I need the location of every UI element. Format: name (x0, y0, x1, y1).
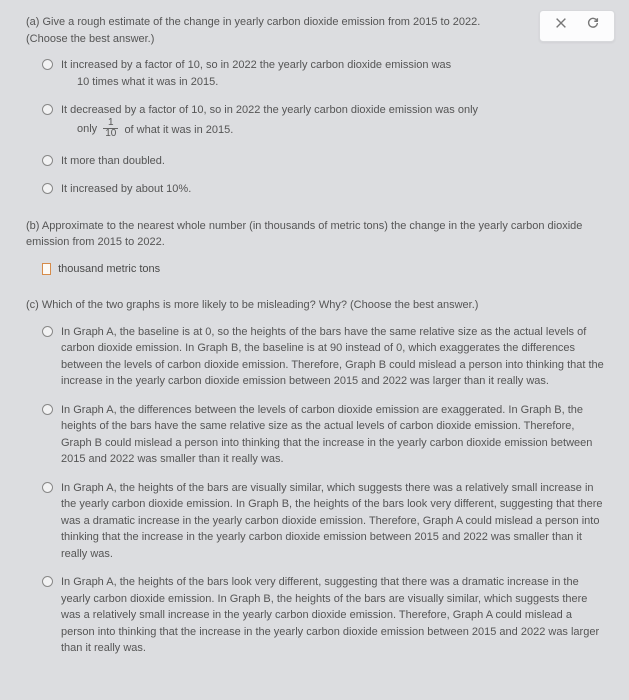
radio-icon (42, 183, 53, 194)
answer-input[interactable] (42, 263, 51, 275)
reset-button[interactable] (586, 19, 600, 33)
option-a1[interactable]: It increased by a factor of 10, so in 20… (42, 57, 607, 90)
option-a3[interactable]: It more than doubled. (42, 153, 607, 170)
part-c: (c) Which of the two graphs is more like… (26, 297, 607, 657)
option-c4[interactable]: In Graph A, the heights of the bars look… (42, 574, 607, 657)
unit-label: thousand metric tons (58, 263, 160, 275)
option-c1[interactable]: In Graph A, the baseline is at 0, so the… (42, 324, 607, 390)
txt: , so in 2022 the yearly carbon dioxide e… (200, 59, 451, 71)
part-a-prompt: (a) Give a rough estimate of the change … (26, 14, 607, 47)
toolbar (539, 10, 615, 42)
txt: 10 (191, 104, 203, 116)
part-b-prompt: (b) Approximate to the nearest whole num… (26, 218, 607, 251)
radio-icon (42, 576, 53, 587)
radio-icon (42, 326, 53, 337)
reset-icon (586, 16, 600, 36)
option-a2[interactable]: It decreased by a factor of 10, so in 20… (42, 102, 607, 141)
option-a3-text: It more than doubled. (61, 153, 607, 170)
radio-icon (42, 155, 53, 166)
txt: It increased by a factor of (61, 59, 188, 71)
radio-icon (42, 482, 53, 493)
radio-icon (42, 59, 53, 70)
option-c2[interactable]: In Graph A, the differences between the … (42, 402, 607, 468)
denominator: 10 (103, 129, 118, 140)
radio-icon (42, 404, 53, 415)
part-a-options: It increased by a factor of 10, so in 20… (26, 57, 607, 198)
part-a: (a) Give a rough estimate of the change … (26, 14, 607, 198)
txt: It decreased by a factor of (61, 104, 191, 116)
fraction: 1 10 (103, 118, 118, 140)
option-c2-text: In Graph A, the differences between the … (61, 402, 607, 468)
option-a1-text: It increased by a factor of 10, so in 20… (61, 57, 607, 90)
question-body: (a) Give a rough estimate of the change … (0, 0, 629, 691)
txt: 10 (77, 76, 89, 88)
option-a4-text: It increased by about 10%. (61, 181, 607, 198)
part-b-answer-row: thousand metric tons (26, 261, 607, 278)
part-c-options: In Graph A, the baseline is at 0, so the… (26, 324, 607, 657)
option-c3[interactable]: In Graph A, the heights of the bars are … (42, 480, 607, 563)
txt: only (77, 123, 100, 135)
option-c3-text: In Graph A, the heights of the bars are … (61, 480, 607, 563)
txt: times what it was in 2015. (89, 76, 218, 88)
txt: , so in 2022 the yearly carbon dioxide e… (204, 104, 479, 116)
part-b: (b) Approximate to the nearest whole num… (26, 218, 607, 278)
txt: 10 (188, 59, 200, 71)
close-icon (554, 16, 568, 36)
close-button[interactable] (554, 19, 568, 33)
part-c-prompt: (c) Which of the two graphs is more like… (26, 297, 607, 314)
option-c4-text: In Graph A, the heights of the bars look… (61, 574, 607, 657)
option-a2-text: It decreased by a factor of 10, so in 20… (61, 102, 607, 141)
radio-icon (42, 104, 53, 115)
option-c1-text: In Graph A, the baseline is at 0, so the… (61, 324, 607, 390)
txt: of what it was in 2015. (124, 123, 233, 135)
option-a4[interactable]: It increased by about 10%. (42, 181, 607, 198)
